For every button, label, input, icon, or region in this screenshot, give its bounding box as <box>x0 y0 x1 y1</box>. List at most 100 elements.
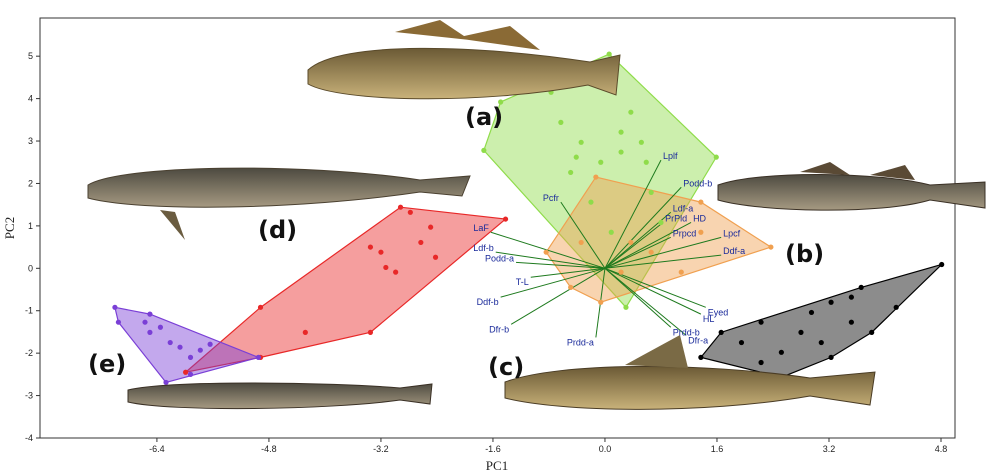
point <box>257 304 264 310</box>
y-tick-label: -1 <box>25 306 33 316</box>
point <box>598 159 604 165</box>
fish-fin <box>625 335 688 368</box>
point <box>397 204 404 210</box>
x-tick-label: -1.6 <box>485 444 501 454</box>
group-label: (c) <box>488 353 524 381</box>
point <box>768 244 774 250</box>
loading-vector <box>604 267 706 308</box>
point <box>167 339 173 346</box>
point <box>588 199 594 205</box>
point <box>858 284 864 290</box>
x-tick-label: -3.2 <box>373 444 389 454</box>
point <box>618 149 624 155</box>
fish-fin <box>395 20 540 50</box>
point <box>606 51 612 57</box>
vector-label: Lplf <box>663 151 678 161</box>
loading-vector <box>604 186 682 269</box>
group-label: (a) <box>465 103 503 131</box>
point <box>112 304 118 310</box>
point <box>428 224 434 230</box>
point <box>848 319 854 325</box>
y-tick-label: -2 <box>25 348 33 358</box>
vector-label: Prdd-a <box>567 337 594 347</box>
point <box>378 249 384 255</box>
x-tick-label: -4.8 <box>261 444 277 454</box>
y-tick-label: 2 <box>28 178 33 188</box>
vector-label: Pcfr <box>543 193 559 203</box>
x-tick-label: 1.6 <box>711 444 724 454</box>
loading-vector <box>604 254 722 269</box>
group-hull <box>699 263 943 378</box>
point <box>418 239 424 246</box>
point <box>383 264 389 271</box>
point <box>848 294 854 300</box>
point <box>573 154 579 160</box>
fish-fin <box>160 210 185 240</box>
point <box>498 99 504 105</box>
loading-vector <box>510 267 606 325</box>
loading-vector <box>604 236 722 269</box>
point <box>828 299 834 305</box>
fish-image <box>127 382 433 410</box>
vector-label: PrPld <box>665 213 687 223</box>
point <box>543 249 549 255</box>
vector-label: Eyed <box>708 307 729 317</box>
y-tick-label: -4 <box>25 433 33 443</box>
vector-label: HL <box>703 314 715 324</box>
point <box>578 139 584 145</box>
point <box>142 319 148 325</box>
point <box>177 344 183 350</box>
point <box>407 209 413 215</box>
point <box>502 216 509 222</box>
loading-vector <box>604 236 671 269</box>
point <box>698 354 704 360</box>
fish-image <box>87 167 471 208</box>
point <box>758 359 764 366</box>
point <box>939 261 945 268</box>
point <box>778 349 784 355</box>
point <box>367 329 374 335</box>
loading-vector <box>530 267 606 278</box>
vector-label: Dfr-a <box>688 335 708 345</box>
vector-label: Prdd-b <box>673 327 700 337</box>
y-tick-label: 5 <box>28 51 33 61</box>
point <box>207 341 213 347</box>
point <box>593 174 599 180</box>
point <box>643 159 649 165</box>
point <box>255 354 262 360</box>
point <box>187 354 194 360</box>
vector-label: Ldf-b <box>473 243 494 253</box>
point <box>758 319 764 325</box>
point <box>798 329 804 335</box>
point <box>648 189 654 195</box>
point <box>197 347 203 353</box>
point <box>183 369 189 375</box>
point <box>115 319 122 325</box>
loading-vector <box>604 222 692 269</box>
point <box>163 379 169 386</box>
loading-vector <box>604 267 672 328</box>
point <box>302 329 308 335</box>
point <box>147 311 153 317</box>
point <box>618 129 624 135</box>
fish-image <box>307 47 621 100</box>
fish-fin <box>800 162 915 180</box>
point <box>638 139 644 145</box>
group-hull <box>483 53 718 309</box>
point <box>568 169 574 176</box>
y-tick-label: 4 <box>28 94 33 104</box>
loading-vector <box>500 267 606 298</box>
loading-vector <box>560 201 606 269</box>
group-label: (d) <box>258 216 297 244</box>
hull-layer <box>114 53 943 384</box>
vector-label: Podd-b <box>683 178 712 188</box>
vector-label: Ddf-a <box>723 246 745 256</box>
group-label: (b) <box>785 240 824 268</box>
point <box>598 299 604 305</box>
vector-label: Prpcd <box>673 228 697 238</box>
point <box>578 239 584 246</box>
point <box>618 269 624 275</box>
loading-vector <box>604 267 687 336</box>
y-tick-label: -3 <box>25 391 33 401</box>
point <box>558 119 564 125</box>
